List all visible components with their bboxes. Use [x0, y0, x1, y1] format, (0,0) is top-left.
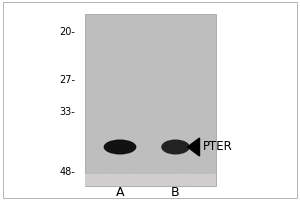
Bar [85, 174, 216, 186]
Text: B: B [171, 186, 180, 198]
Text: 27-: 27- [59, 75, 75, 85]
Bar [85, 14, 216, 186]
Polygon shape [188, 138, 200, 156]
Text: 33-: 33- [59, 107, 75, 117]
Ellipse shape [161, 140, 190, 154]
Text: 20-: 20- [59, 27, 75, 37]
Text: A: A [116, 186, 124, 198]
Text: 48-: 48- [59, 167, 75, 177]
Text: PTER: PTER [202, 140, 232, 154]
Ellipse shape [103, 140, 136, 154]
